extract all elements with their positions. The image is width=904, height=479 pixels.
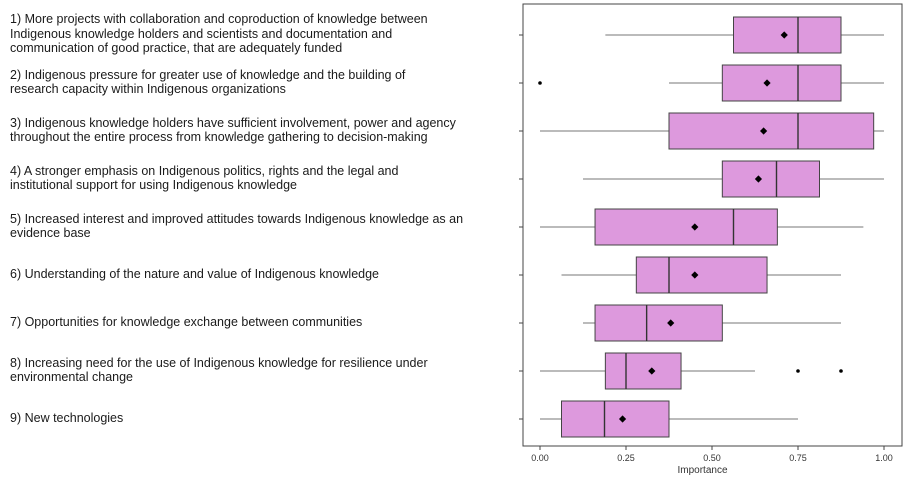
mean-marker-4 bbox=[754, 175, 763, 183]
box-3 bbox=[668, 112, 875, 150]
mean-marker-6 bbox=[691, 271, 699, 279]
box-7 bbox=[594, 304, 723, 342]
outlier-8-1 bbox=[796, 369, 800, 373]
category-label-4: 4) A stronger emphasis on Indigenous pol… bbox=[10, 163, 399, 193]
mean-marker-7 bbox=[667, 319, 675, 327]
mean-marker-8 bbox=[648, 367, 656, 375]
category-label-8: 8) Increasing need for the use of Indige… bbox=[10, 355, 428, 385]
x-tick-label-2: 0.50 bbox=[703, 453, 721, 463]
box-8 bbox=[604, 352, 682, 390]
box-5 bbox=[594, 208, 778, 246]
x-axis-title: Importance bbox=[677, 465, 727, 476]
box-6 bbox=[635, 256, 768, 294]
category-label-9: 9) New technologies bbox=[10, 410, 124, 425]
outlier-8-2 bbox=[839, 369, 843, 373]
category-label-6: 6) Understanding of the nature and value… bbox=[10, 266, 380, 281]
mean-marker-1 bbox=[780, 31, 788, 39]
box-2 bbox=[721, 64, 842, 102]
mean-marker-9 bbox=[618, 415, 627, 423]
x-tick-label-1: 0.25 bbox=[617, 453, 635, 463]
category-label-5: 5) Increased interest and improved attit… bbox=[10, 211, 464, 241]
x-tick-label-3: 0.75 bbox=[789, 453, 807, 463]
box-9 bbox=[561, 400, 670, 438]
category-labels: 1) More projects with collaboration and … bbox=[10, 12, 464, 425]
mean-marker-2 bbox=[763, 79, 771, 87]
box-4 bbox=[721, 160, 821, 198]
mean-marker-5 bbox=[691, 223, 699, 231]
category-label-3: 3) Indigenous knowledge holders have suf… bbox=[10, 115, 456, 145]
category-label-2: 2) Indigenous pressure for greater use o… bbox=[10, 67, 406, 97]
x-tick-label-0: 0.00 bbox=[531, 453, 549, 463]
category-label-1: 1) More projects with collaboration and … bbox=[10, 12, 428, 56]
outlier-2-1 bbox=[538, 81, 542, 85]
mean-marker-3 bbox=[760, 127, 768, 135]
x-tick-label-4: 1.00 bbox=[875, 453, 893, 463]
category-label-7: 7) Opportunities for knowledge exchange … bbox=[10, 314, 363, 329]
